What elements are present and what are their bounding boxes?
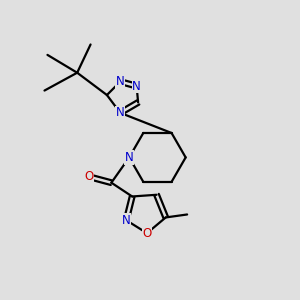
- Text: N: N: [116, 106, 125, 119]
- Text: O: O: [142, 227, 152, 240]
- Text: N: N: [122, 214, 130, 227]
- Text: N: N: [125, 151, 134, 164]
- Text: N: N: [132, 80, 141, 93]
- Text: O: O: [84, 170, 94, 183]
- Text: N: N: [116, 75, 125, 88]
